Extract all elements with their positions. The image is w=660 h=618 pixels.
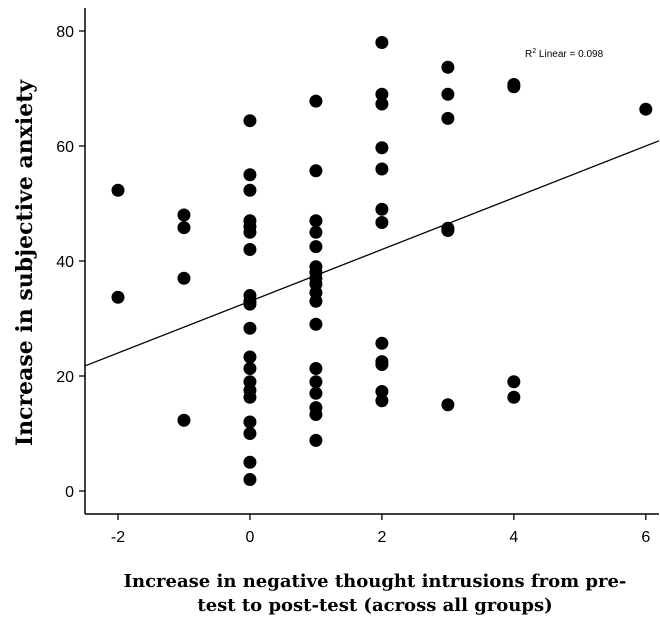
data-point bbox=[309, 240, 323, 254]
y-tick-label: 0 bbox=[65, 484, 74, 501]
axes bbox=[84, 8, 659, 515]
data-point bbox=[243, 362, 257, 376]
data-point bbox=[243, 455, 257, 469]
data-point bbox=[309, 386, 323, 400]
data-point bbox=[243, 390, 257, 404]
data-point bbox=[507, 80, 521, 94]
data-point bbox=[243, 415, 257, 429]
y-axis-title: Increase in subjective anxiety bbox=[12, 79, 38, 447]
data-point bbox=[375, 162, 389, 176]
data-point bbox=[243, 183, 257, 197]
r2-prefix: R bbox=[525, 49, 532, 60]
data-point bbox=[309, 433, 323, 447]
data-point bbox=[243, 225, 257, 239]
data-point bbox=[177, 413, 191, 427]
r2-annotation: R2 Linear = 0.098 bbox=[525, 48, 604, 60]
y-tick-label: 20 bbox=[56, 369, 74, 386]
data-point bbox=[375, 97, 389, 111]
data-point bbox=[177, 271, 191, 285]
y-tick-label: 80 bbox=[56, 24, 74, 41]
data-point bbox=[243, 168, 257, 182]
data-point bbox=[243, 114, 257, 128]
linear-fit-line bbox=[84, 140, 660, 367]
data-point bbox=[177, 221, 191, 235]
data-point bbox=[375, 36, 389, 49]
data-point bbox=[375, 141, 389, 155]
data-point bbox=[309, 164, 323, 178]
data-point bbox=[309, 214, 323, 228]
data-point bbox=[309, 362, 323, 376]
data-point bbox=[639, 102, 653, 116]
data-point bbox=[441, 111, 455, 125]
y-tick-label: 40 bbox=[56, 254, 74, 271]
r2-text: Linear = 0.098 bbox=[536, 49, 603, 60]
x-tick-label: 6 bbox=[641, 529, 650, 546]
data-point bbox=[309, 317, 323, 331]
data-point bbox=[177, 208, 191, 222]
data-point bbox=[375, 202, 389, 216]
data-point bbox=[111, 290, 125, 304]
ticks bbox=[79, 30, 647, 520]
data-point bbox=[309, 408, 323, 422]
x-tick-label: -2 bbox=[111, 529, 125, 546]
data-point bbox=[441, 60, 455, 74]
data-point bbox=[375, 358, 389, 371]
data-point bbox=[441, 87, 455, 101]
data-point bbox=[309, 294, 323, 308]
data-point bbox=[375, 394, 389, 408]
x-tick-label: 2 bbox=[377, 529, 386, 546]
data-point bbox=[243, 321, 257, 335]
data-point bbox=[243, 243, 257, 256]
data-point bbox=[375, 336, 389, 350]
data-point bbox=[243, 297, 257, 311]
data-point bbox=[243, 473, 257, 486]
data-point bbox=[111, 183, 125, 197]
data-point bbox=[375, 385, 389, 399]
data-point bbox=[309, 225, 323, 239]
x-tick-label: 0 bbox=[245, 529, 254, 546]
r2-superscript: 2 bbox=[532, 48, 536, 55]
data-point bbox=[375, 215, 389, 229]
y-tick-label: 60 bbox=[56, 139, 74, 156]
data-point bbox=[375, 87, 389, 101]
x-axis-title-line-2: test to post-test (across all groups) bbox=[197, 595, 552, 616]
data-points bbox=[111, 36, 653, 486]
data-point bbox=[243, 427, 257, 440]
data-point bbox=[309, 375, 323, 389]
x-axis-title-line-1: Increase in negative thought intrusions … bbox=[124, 571, 627, 592]
data-point bbox=[243, 350, 257, 364]
data-point bbox=[309, 94, 323, 108]
data-point bbox=[507, 390, 521, 404]
data-point bbox=[441, 398, 455, 412]
data-point bbox=[507, 375, 521, 389]
data-point bbox=[441, 224, 455, 238]
x-tick-label: 4 bbox=[509, 529, 518, 546]
